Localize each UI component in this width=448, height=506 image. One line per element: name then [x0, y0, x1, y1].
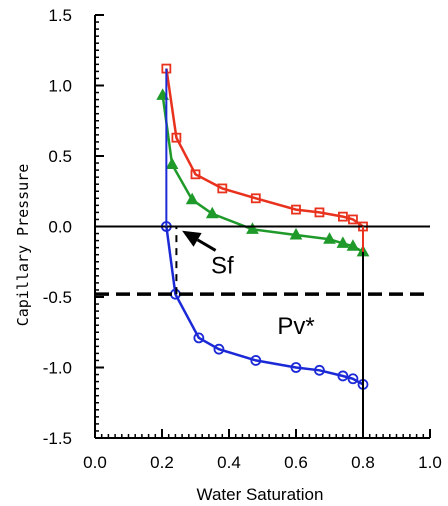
- data-point: [314, 364, 325, 376]
- series-triangle: [156, 88, 370, 257]
- data-point: [314, 207, 325, 218]
- series-line: [165, 68, 364, 228]
- data-point: [346, 239, 360, 251]
- y-tick-label: -1.0: [43, 359, 72, 378]
- x-tick-label: 0.0: [83, 453, 107, 472]
- series-line: [161, 95, 364, 253]
- data-point: [250, 193, 261, 204]
- x-tick-label: 0.4: [217, 453, 241, 472]
- y-axis-label: Capillary Pressure: [14, 164, 32, 327]
- axes-layer: [94, 14, 431, 439]
- series-square: [161, 63, 368, 232]
- data-point: [193, 332, 205, 344]
- annotation-arrow: [182, 230, 217, 252]
- series-circle: [160, 221, 369, 390]
- x-tick-label: 0.6: [284, 453, 308, 472]
- data-point: [250, 355, 262, 366]
- data-point: [171, 132, 182, 143]
- annotation-label: Sf: [211, 253, 234, 280]
- y-tick-label: -0.5: [43, 288, 72, 307]
- data-point: [213, 343, 225, 355]
- y-tick-label: 0.0: [48, 218, 72, 237]
- x-axis-label: Water Saturation: [197, 485, 324, 504]
- series-line: [165, 226, 364, 386]
- reference-lines-layer: [95, 68, 430, 438]
- x-tick-label: 0.8: [351, 453, 375, 472]
- data-point: [336, 236, 350, 248]
- y-tick-label: 0.5: [48, 147, 72, 166]
- data-point: [185, 192, 199, 205]
- data-point: [165, 157, 179, 169]
- annotation-label: Pv*: [277, 313, 314, 340]
- data-point: [337, 370, 349, 382]
- y-tick-label: -1.5: [43, 429, 72, 448]
- data-point: [291, 204, 301, 215]
- data-point: [289, 227, 303, 240]
- labels-layer: Water Saturation Capillary Pressure -1.5…: [14, 6, 442, 504]
- data-point: [348, 214, 358, 225]
- y-tick-label: 1.5: [48, 6, 72, 25]
- data-point: [205, 206, 219, 219]
- data-point: [323, 232, 336, 244]
- data-point: [290, 362, 302, 373]
- data-point: [217, 183, 228, 194]
- data-point: [246, 222, 259, 234]
- data-point: [347, 373, 359, 385]
- y-tick-label: 1.0: [48, 77, 72, 96]
- data-point: [337, 211, 348, 222]
- data-point: [190, 169, 201, 180]
- annotations-layer: Sf Pv*: [182, 230, 315, 340]
- x-tick-label: 0.2: [150, 453, 174, 472]
- x-tick-label: 1.0: [418, 453, 442, 472]
